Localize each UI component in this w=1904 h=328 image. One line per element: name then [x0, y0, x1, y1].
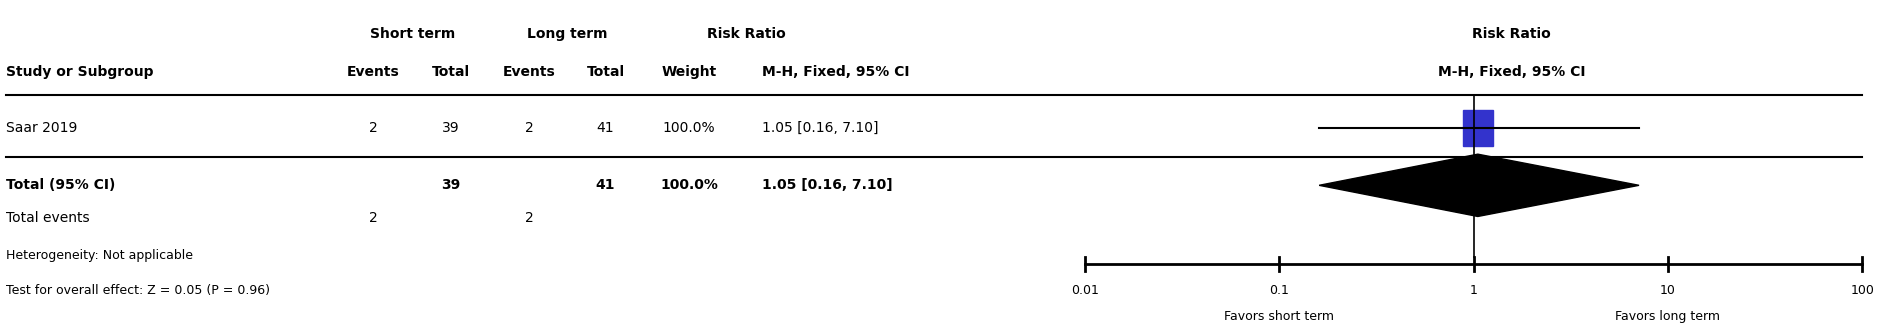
Text: 2: 2	[526, 121, 533, 135]
Text: Saar 2019: Saar 2019	[6, 121, 76, 135]
Text: 0.1: 0.1	[1270, 284, 1289, 297]
Text: 2: 2	[369, 211, 377, 225]
Text: Heterogeneity: Not applicable: Heterogeneity: Not applicable	[6, 249, 192, 262]
Text: 41: 41	[596, 121, 615, 135]
Text: 0.01: 0.01	[1072, 284, 1099, 297]
Bar	[1462, 110, 1493, 146]
Text: Total (95% CI): Total (95% CI)	[6, 178, 114, 192]
Text: 100: 100	[1851, 284, 1874, 297]
Text: 39: 39	[442, 178, 461, 192]
Text: Weight: Weight	[661, 65, 718, 79]
Text: 1.05 [0.16, 7.10]: 1.05 [0.16, 7.10]	[762, 178, 893, 192]
Text: Study or Subgroup: Study or Subgroup	[6, 65, 152, 79]
Text: 41: 41	[596, 178, 615, 192]
Text: Test for overall effect: Z = 0.05 (P = 0.96): Test for overall effect: Z = 0.05 (P = 0…	[6, 284, 270, 297]
Text: 39: 39	[442, 121, 461, 135]
Text: Short term: Short term	[369, 28, 455, 41]
Text: Long term: Long term	[527, 28, 607, 41]
Text: Total: Total	[432, 65, 470, 79]
Text: M-H, Fixed, 95% CI: M-H, Fixed, 95% CI	[1438, 65, 1586, 79]
Text: Risk Ratio: Risk Ratio	[706, 28, 786, 41]
Text: Events: Events	[347, 65, 400, 79]
Text: 2: 2	[526, 211, 533, 225]
Text: 1.05 [0.16, 7.10]: 1.05 [0.16, 7.10]	[762, 121, 878, 135]
Text: Total: Total	[586, 65, 625, 79]
Text: 2: 2	[369, 121, 377, 135]
Text: Total events: Total events	[6, 211, 89, 225]
Polygon shape	[1319, 154, 1639, 216]
Text: 100.0%: 100.0%	[661, 178, 718, 192]
Text: 100.0%: 100.0%	[663, 121, 716, 135]
Text: 10: 10	[1660, 284, 1676, 297]
Text: 1: 1	[1470, 284, 1478, 297]
Text: Favors short term: Favors short term	[1224, 310, 1335, 323]
Text: Risk Ratio: Risk Ratio	[1472, 28, 1552, 41]
Text: Events: Events	[503, 65, 556, 79]
Text: Favors long term: Favors long term	[1615, 310, 1721, 323]
Text: M-H, Fixed, 95% CI: M-H, Fixed, 95% CI	[762, 65, 908, 79]
